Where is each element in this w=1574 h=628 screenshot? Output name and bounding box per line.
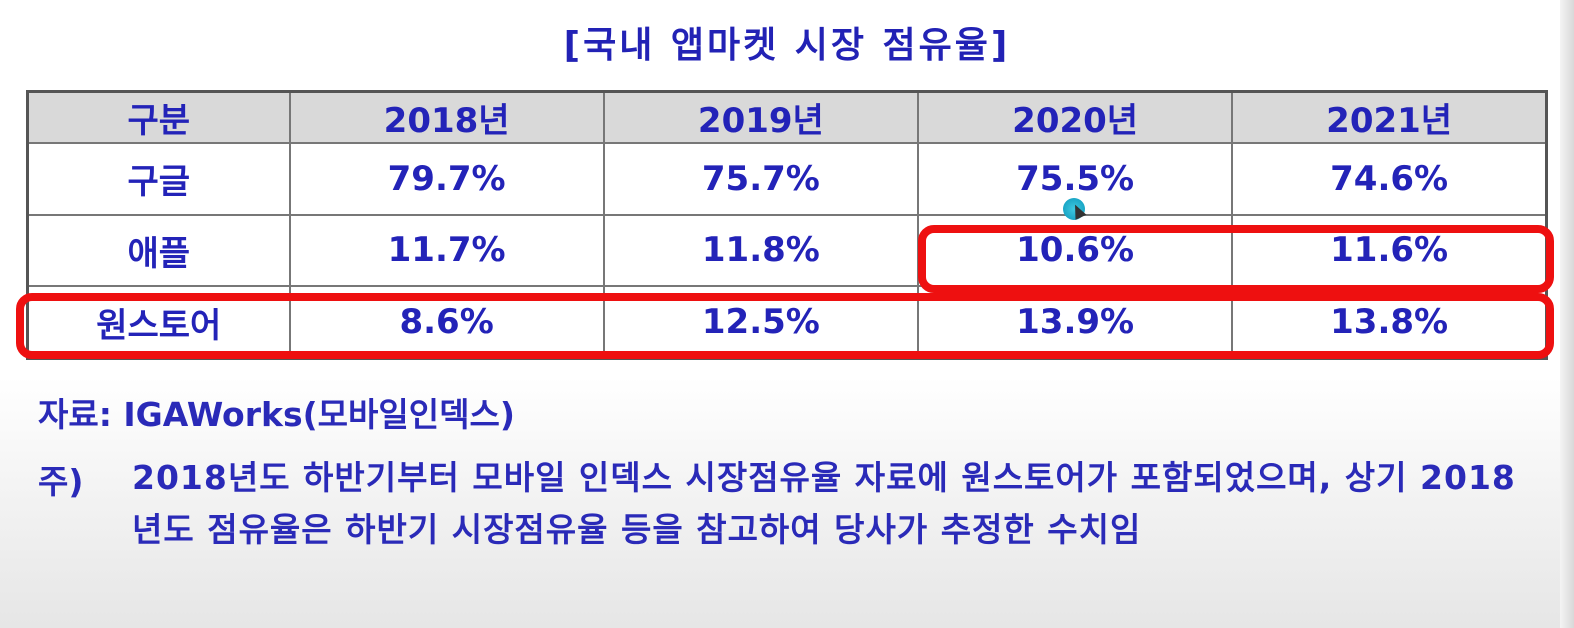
header-category: 구분 — [26, 90, 291, 144]
source-text: 자료: IGAWorks(모바일인덱스) — [38, 395, 515, 434]
header-2020: 2020년 — [916, 90, 1234, 144]
highlight-onestore-row — [16, 293, 1554, 359]
row-label-apple: 애플 — [26, 213, 291, 288]
table-cell: 11.7% — [288, 213, 605, 288]
highlight-apple-2020-2021 — [918, 225, 1554, 293]
header-2018: 2018년 — [288, 90, 605, 144]
table-cell: 79.7% — [288, 142, 605, 216]
header-2019: 2019년 — [602, 90, 920, 144]
note-text: 2018년도 하반기부터 모바일 인덱스 시장점유율 자료에 원스토어가 포함되… — [132, 458, 1516, 549]
right-edge-bar — [1560, 0, 1574, 628]
table-cell: 75.7% — [602, 142, 920, 216]
table-cell: 74.6% — [1231, 142, 1548, 216]
page-title: [국내 앱마켓 시장 점유율] — [563, 25, 1011, 66]
note-label: 주) — [38, 462, 84, 501]
header-2021: 2021년 — [1231, 90, 1548, 144]
table-header-row: 구분 2018년 2019년 2020년 2021년 — [26, 90, 1548, 144]
row-label-google: 구글 — [26, 142, 291, 216]
table-cell: 11.8% — [602, 213, 920, 288]
table-row: 구글 79.7% 75.7% 75.5% 74.6% — [26, 142, 1548, 216]
cursor-icon — [1063, 198, 1085, 220]
table-cell: 75.5% — [916, 142, 1234, 216]
